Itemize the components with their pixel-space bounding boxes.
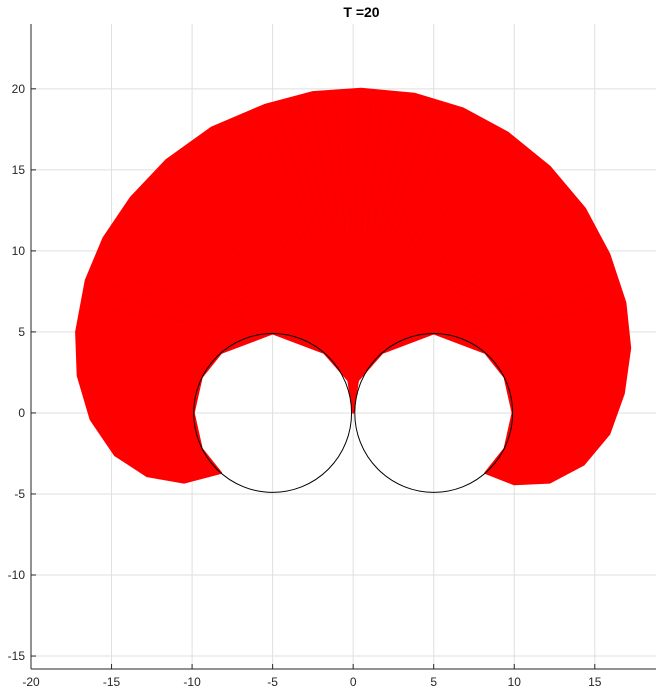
filament-line: [433, 171, 531, 269]
filament-line: [122, 250, 250, 305]
x-tick-label: -5: [267, 675, 278, 689]
y-tick-label: -15: [8, 649, 26, 663]
filament-line: [387, 108, 430, 241]
x-tick-label: -20: [22, 675, 40, 689]
filament-line: [446, 208, 561, 286]
filament-line: [429, 162, 523, 265]
filament-line: [420, 147, 504, 258]
filament-line: [276, 108, 319, 241]
x-tick-label: 5: [430, 675, 437, 689]
filament-line: [212, 140, 290, 255]
y-tick-label: 15: [12, 163, 26, 177]
filament-line: [464, 308, 600, 331]
filament-line: [454, 239, 579, 300]
filament-line: [175, 171, 274, 269]
filament-line: [402, 122, 464, 247]
filament-line: [118, 262, 248, 310]
filament-line: [355, 96, 360, 235]
filament-line: [377, 102, 407, 238]
filament-line: [108, 296, 243, 326]
filament-line: [425, 155, 514, 262]
chart-marks: [75, 87, 632, 493]
chart-title: T =20: [343, 4, 379, 20]
filament-line: [133, 229, 254, 295]
filament-line: [265, 112, 314, 243]
filament-line: [111, 285, 245, 320]
filament-line: [323, 98, 340, 236]
y-tick-label: 10: [12, 244, 26, 258]
filament-line: [311, 100, 335, 237]
filament-line: [159, 189, 266, 277]
filament-line: [138, 218, 257, 290]
filament-line: [457, 250, 584, 305]
circle-right: [354, 333, 514, 493]
filament-line: [202, 147, 286, 258]
filament-line: [222, 133, 295, 252]
filament-line: [462, 285, 595, 320]
axes: [30, 24, 656, 670]
tick-labels: -20 -15 -10 -5 0 5 10 15 -15 -10 -5 0 5 10 15 20: [8, 82, 602, 689]
filament-line: [334, 97, 346, 235]
x-tick-label: 15: [588, 675, 602, 689]
filament-line: [449, 218, 568, 290]
x-tick-label: 10: [508, 675, 522, 689]
filament-line: [397, 117, 453, 245]
filament-line: [106, 308, 242, 331]
filament-line: [392, 112, 442, 243]
filament-line: [460, 273, 592, 315]
filament-line: [145, 208, 260, 286]
filament-line: [287, 105, 325, 239]
filament-line: [299, 102, 330, 238]
y-tick-label: 5: [18, 325, 25, 339]
filament-texture: [106, 96, 600, 331]
y-tick-label: 20: [12, 82, 26, 96]
filament-line: [371, 100, 396, 237]
x-tick-label: -15: [103, 675, 121, 689]
y-tick-label: -5: [14, 487, 25, 501]
filament-line: [452, 229, 574, 295]
filament-line: [436, 180, 540, 273]
filament-line: [167, 180, 270, 273]
filament-line: [193, 155, 282, 262]
filament-line: [411, 133, 485, 252]
filament-line: [443, 198, 555, 281]
filament-line: [243, 122, 304, 247]
filament-line: [407, 127, 474, 249]
filament-line: [184, 162, 278, 265]
filament-line: [254, 117, 309, 245]
x-tick-label: 0: [350, 675, 357, 689]
filament-line: [114, 273, 246, 315]
filament-line: [366, 98, 384, 236]
red-filament-region: [75, 87, 632, 486]
filament-line: [346, 96, 351, 235]
filament-line: [416, 140, 495, 255]
circle-left: [193, 333, 353, 493]
filament-line: [382, 105, 419, 239]
y-tick-label: -10: [8, 568, 26, 582]
filament-line: [361, 97, 372, 235]
filament-line: [152, 198, 263, 281]
filament-line: [232, 127, 300, 249]
filament-line: [463, 296, 598, 326]
y-tick-label: 0: [18, 406, 25, 420]
filament-line: [440, 189, 547, 277]
filament-line: [459, 262, 588, 310]
x-tick-label: -10: [183, 675, 201, 689]
filament-line: [127, 239, 252, 300]
